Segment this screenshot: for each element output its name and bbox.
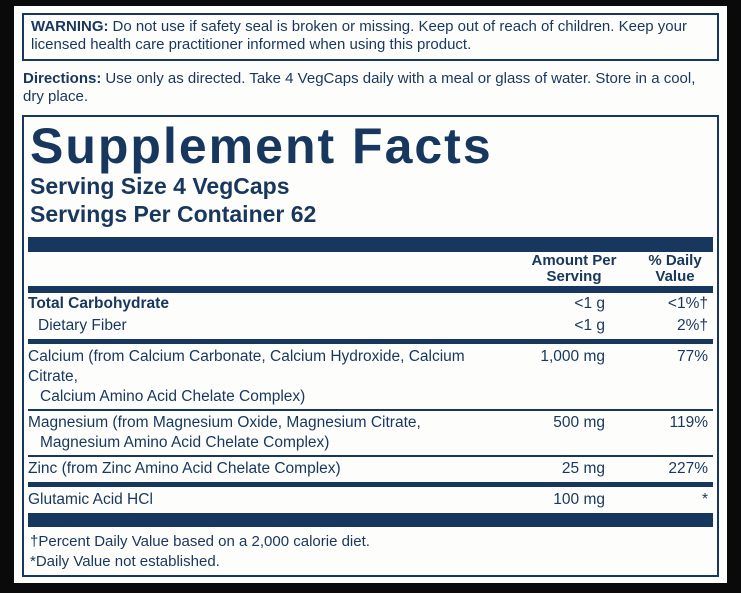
serving-size: Serving Size 4 VegCaps	[30, 173, 290, 199]
nutrient-dv: *	[701, 491, 708, 508]
nutrient-name: Glutamic Acid HCl	[28, 491, 153, 508]
nutrient-dv: 2%†	[676, 317, 708, 334]
warning-text: Do not use if safety seal is broken or m…	[31, 18, 687, 53]
nutrient-name-line2: Calcium Amino Acid Chelate Complex)	[40, 388, 306, 405]
dv-header-line2: Value	[655, 268, 695, 285]
footnote-not-established: *Daily Value not established.	[30, 553, 220, 570]
divider-bar-carbs	[28, 339, 713, 344]
row-zinc: Zinc (from Zinc Amino Acid Chelate Compl…	[28, 458, 713, 480]
amount-header-line1: Amount Per	[531, 252, 617, 269]
row-magnesium: Magnesium (from Magnesium Oxide, Magnesi…	[28, 412, 713, 454]
nutrient-dv: <1%†	[667, 295, 708, 312]
nutrient-amount: <1 g	[574, 295, 605, 312]
supplement-facts-title: Supplement Facts	[30, 118, 493, 174]
nutrient-amount: 1,000 mg	[540, 348, 605, 365]
row-total-carbohydrate: Total Carbohydrate <1 g <1%†	[28, 293, 713, 315]
nutrient-name: Calcium (from Calcium Carbonate, Calcium…	[28, 347, 485, 407]
row-glutamic-acid: Glutamic Acid HCl 100 mg *	[28, 489, 713, 511]
column-header-daily-value: % Daily Value	[630, 253, 720, 285]
table-header-row: Amount Per Serving % Daily Value	[28, 252, 713, 286]
nutrient-name-line1: Calcium (from Calcium Carbonate, Calcium…	[28, 348, 465, 385]
divider-bar-header	[28, 286, 713, 293]
dv-header-line1: % Daily	[648, 252, 702, 269]
nutrient-name: Total Carbohydrate	[28, 295, 169, 312]
nutrient-name: Dietary Fiber	[38, 317, 127, 334]
nutrient-amount: 25 mg	[561, 460, 605, 477]
row-dietary-fiber: Dietary Fiber <1 g 2%†	[28, 315, 713, 337]
warning-box: WARNING: Do not use if safety seal is bro…	[22, 13, 719, 61]
nutrient-amount: 500 mg	[553, 414, 605, 431]
nutrient-dv: 119%	[669, 414, 709, 431]
nutrient-name: Zinc (from Zinc Amino Acid Chelate Compl…	[28, 460, 341, 477]
divider-bar-zinc	[28, 482, 713, 487]
row-calcium: Calcium (from Calcium Carbonate, Calcium…	[28, 346, 713, 408]
supplement-label: WARNING: Do not use if safety seal is bro…	[14, 6, 727, 583]
nutrient-name-line1: Magnesium (from Magnesium Oxide, Magnesi…	[28, 414, 421, 431]
nutrient-amount: 100 mg	[553, 491, 605, 508]
nutrient-name-line2: Magnesium Amino Acid Chelate Complex)	[40, 434, 330, 451]
amount-header-line2: Serving	[546, 268, 602, 285]
divider-bar-top	[28, 237, 713, 252]
servings-per-container: Servings Per Container 62	[30, 201, 317, 227]
directions: Directions: Use only as directed. Take 4 …	[23, 70, 719, 106]
divider-rule-2	[28, 455, 713, 457]
footnote-daily-value: †Percent Daily Value based on a 2,000 ca…	[30, 533, 370, 550]
directions-label: Directions:	[23, 70, 102, 87]
divider-bar-bottom	[28, 513, 713, 527]
footnotes: †Percent Daily Value based on a 2,000 ca…	[30, 532, 713, 572]
nutrient-dv: 77%	[676, 348, 708, 365]
supplement-facts-panel: Supplement Facts Serving Size 4 VegCaps …	[22, 115, 719, 577]
divider-rule-1	[28, 409, 713, 411]
column-header-amount-per-serving: Amount Per Serving	[504, 253, 644, 285]
directions-text: Use only as directed. Take 4 VegCaps dai…	[23, 70, 696, 105]
warning-label: WARNING:	[31, 18, 109, 35]
nutrient-amount: <1 g	[574, 317, 605, 334]
nutrient-name: Magnesium (from Magnesium Oxide, Magnesi…	[28, 413, 485, 453]
nutrient-dv: 227%	[668, 460, 708, 477]
